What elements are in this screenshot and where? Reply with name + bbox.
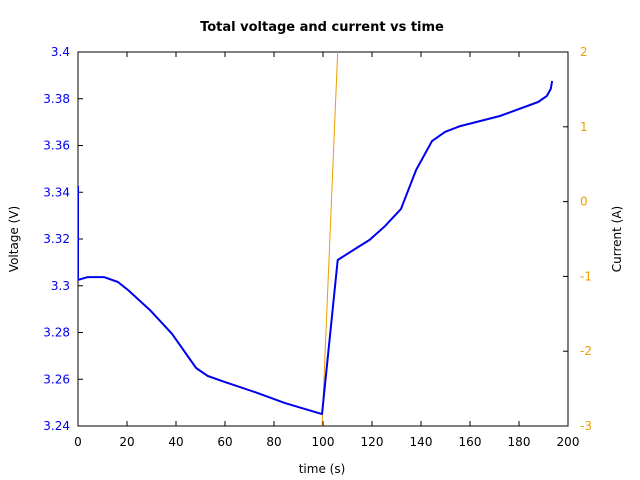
y-tick-label: 3.32: [43, 232, 70, 246]
y-axis-left: 3.24 3.26 3.28 3.3 3.32 3.34 3.36 3.38 3.4: [43, 45, 83, 433]
x-tick-label: 180: [508, 435, 531, 449]
x-tick-label: 0: [74, 435, 82, 449]
y-tick-label: 3.36: [43, 139, 70, 153]
x-axis-label: time (s): [299, 462, 346, 476]
y2-tick-label: -1: [580, 269, 592, 283]
plot-area-frame: [77, 51, 569, 427]
x-tick-label: 160: [459, 435, 482, 449]
x-axis: 0 20 40 60 80 100 120 140 160 180 200: [74, 52, 579, 449]
y-axis-right: -3 -2 -1 0 1 2: [563, 45, 592, 433]
y-axis-right-label: Current (A): [610, 206, 624, 272]
y2-tick-label: -3: [580, 419, 592, 433]
x-tick-label: 200: [557, 435, 580, 449]
y-tick-label: 3.34: [43, 185, 70, 199]
x-tick-label: 100: [312, 435, 335, 449]
y-tick-label: 3.28: [43, 326, 70, 340]
x-tick-label: 80: [266, 435, 281, 449]
y2-tick-label: -2: [580, 344, 592, 358]
y2-tick-label: 2: [580, 45, 588, 59]
y2-tick-label: 0: [580, 195, 588, 209]
x-tick-label: 60: [217, 435, 232, 449]
y2-tick-label: 1: [580, 120, 588, 134]
chart-title: Total voltage and current vs time: [200, 20, 444, 35]
y-tick-label: 3.38: [43, 92, 70, 106]
y-axis-left-label: Voltage (V): [7, 206, 21, 272]
y-tick-label: 3.4: [51, 45, 70, 59]
x-tick-label: 40: [168, 435, 183, 449]
x-tick-label: 140: [410, 435, 433, 449]
x-tick-label: 20: [119, 435, 134, 449]
x-tick-label: 120: [361, 435, 384, 449]
voltage-series-line: [78, 80, 554, 416]
y-tick-label: 3.3: [51, 279, 70, 293]
y-tick-label: 3.26: [43, 372, 70, 386]
series-layer: [78, 52, 554, 426]
y-tick-label: 3.24: [43, 419, 70, 433]
